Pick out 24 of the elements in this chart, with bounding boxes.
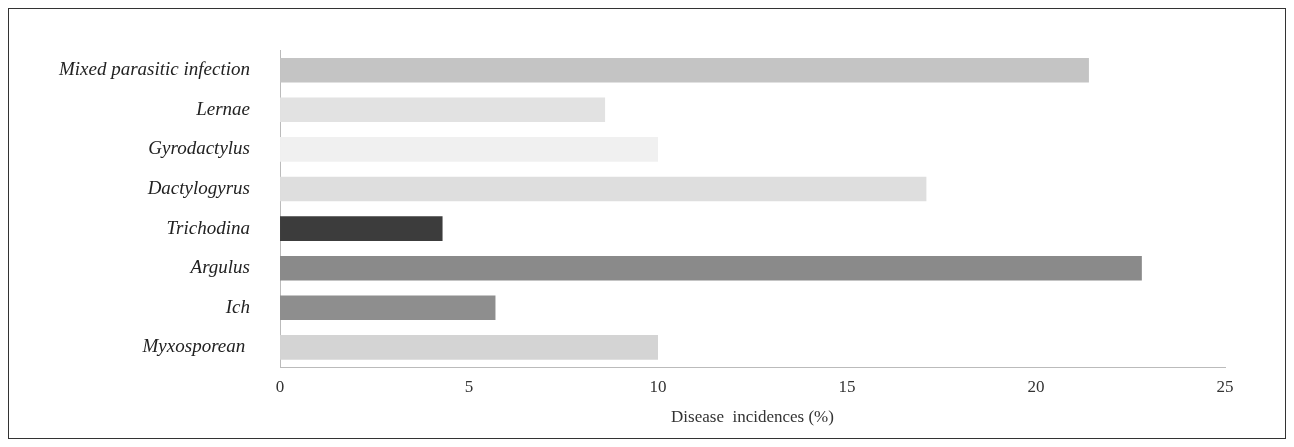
y-tick-label: Myxosporean	[141, 335, 251, 357]
x-tick-label: 15	[838, 376, 856, 396]
frame: Disease incidences (%) 0 5 10 15 20 25 Mixed parasitic infection Lernae Gyrodactylus Dactylogyrus Trichodina Argulus Ich Myxosporean	[8, 8, 1286, 439]
bar	[280, 176, 927, 202]
y-tick-label: Gyrodactylus	[148, 137, 251, 159]
bar	[280, 137, 659, 162]
bar	[280, 216, 443, 241]
x-tick-label: 10	[649, 376, 667, 396]
y-tick-label: Lernae	[195, 97, 251, 119]
x-tick-label: 5	[464, 376, 474, 396]
bar	[280, 255, 1142, 281]
y-tick-label: Trichodina	[166, 216, 251, 238]
x-tick-label: 0	[275, 376, 285, 396]
x-tick-label: 25	[1216, 376, 1234, 396]
bar	[280, 97, 606, 123]
y-tick-label: Argulus	[188, 256, 251, 278]
bar	[280, 57, 1089, 83]
y-tick-label: Ich	[224, 295, 251, 317]
y-tick-label: Dactylogyrus	[146, 177, 251, 198]
x-tick-label: 20	[1027, 376, 1045, 396]
x-axis-title: Disease incidences (%)	[671, 407, 834, 427]
bar	[280, 335, 659, 360]
bar	[280, 295, 496, 321]
y-tick-label: Mixed parasitic infection	[58, 58, 251, 80]
